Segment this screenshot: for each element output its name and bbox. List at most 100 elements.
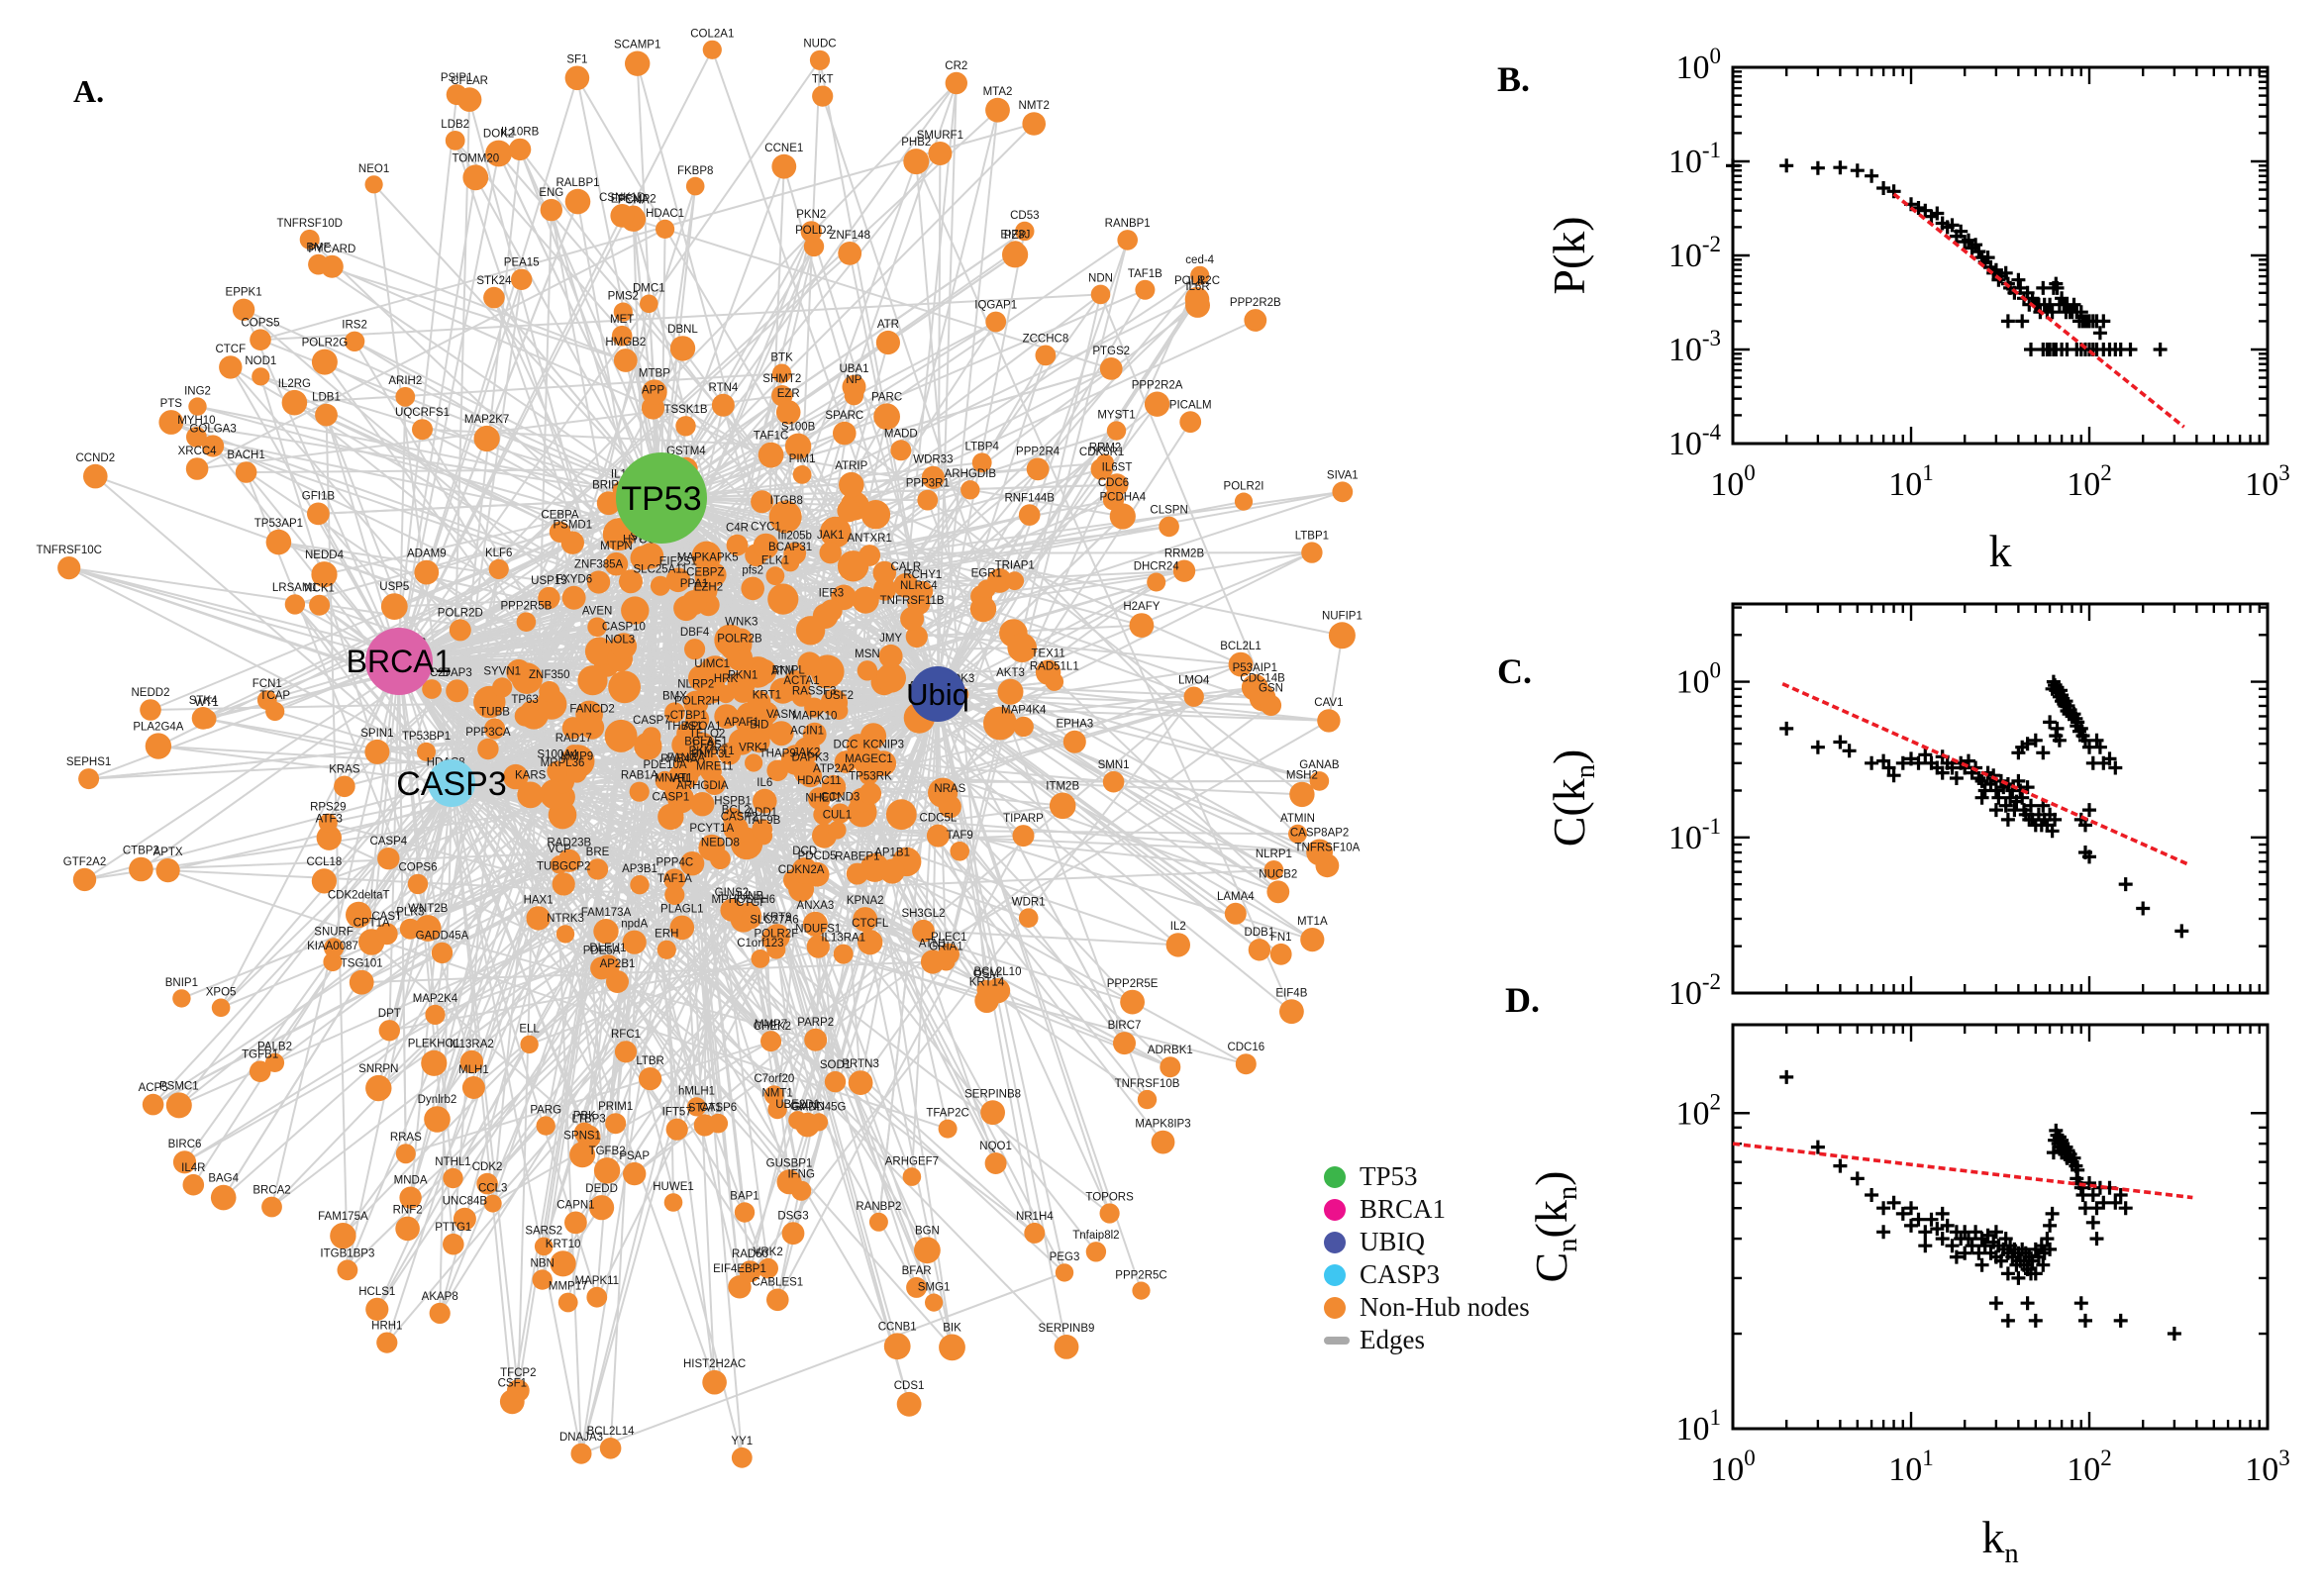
network-node xyxy=(1190,265,1210,285)
network-node-label: P53AIP1 xyxy=(1233,662,1277,674)
network-node xyxy=(875,330,901,355)
network-node-label: CTCFL xyxy=(852,918,889,930)
network-node xyxy=(1260,694,1282,717)
network-node-label: CEBPA xyxy=(541,510,578,522)
network-node xyxy=(1144,391,1170,417)
network-node-label: TUBGCP2 xyxy=(537,860,590,872)
network-node xyxy=(655,770,675,791)
network-node-label: EPPK1 xyxy=(226,287,262,299)
network-node-label: SPNS1 xyxy=(563,1130,601,1142)
network-node xyxy=(1279,999,1304,1025)
network-node xyxy=(399,918,421,940)
network-node xyxy=(731,1446,753,1468)
network-node-label: IER3 xyxy=(819,588,845,600)
network-node-label: DSG3 xyxy=(777,1210,808,1222)
network-node-label: NQO1 xyxy=(979,1141,1012,1152)
network-node xyxy=(853,907,878,933)
network-node-label: PBK xyxy=(573,1111,596,1123)
network-node-label: RANBP1 xyxy=(1105,218,1151,230)
network-node-label: CCL18 xyxy=(306,856,342,868)
network-node-label: SCAMP1 xyxy=(614,40,660,51)
network-node xyxy=(1309,771,1330,791)
network-node xyxy=(1022,112,1046,136)
network-node xyxy=(858,545,881,566)
network-node-label: BNIP1 xyxy=(165,977,198,989)
network-node-label: ITGB1BP3 xyxy=(320,1247,374,1259)
network-node xyxy=(800,221,822,243)
network-node-label: EGR1 xyxy=(971,568,1002,580)
network-node-label: FKBP8 xyxy=(677,165,713,177)
network-node-label: NTHL1 xyxy=(435,1156,470,1168)
network-node xyxy=(945,71,967,95)
network-node-label: TAF1B xyxy=(1128,268,1162,280)
network-node-label: POLR2I xyxy=(1224,481,1264,493)
network-node-label: IFNG xyxy=(787,1169,815,1181)
network-node-label: NLRC4 xyxy=(900,580,938,592)
network-node xyxy=(83,463,108,489)
network-node-label: NHEJ1 xyxy=(805,792,841,804)
network-node-label: CTBP2 xyxy=(123,846,159,857)
network-node xyxy=(399,1186,422,1209)
network-node-label: BACH1 xyxy=(227,449,264,461)
network-node-label: LTBP3 xyxy=(571,1114,605,1126)
network-node-label: KRT14 xyxy=(969,977,1005,989)
network-node xyxy=(377,848,400,870)
node-dot-icon xyxy=(1324,1296,1346,1319)
network-node-label: DDB1 xyxy=(1245,927,1275,939)
network-node xyxy=(920,949,946,974)
network-node-label: RAD23B xyxy=(547,838,591,849)
network-node-label: TKT xyxy=(812,74,834,86)
tick-label: 10-4 xyxy=(1668,420,1722,462)
network-node xyxy=(806,935,830,958)
network-node xyxy=(407,873,429,895)
network-node xyxy=(422,679,442,699)
network-node xyxy=(318,813,338,833)
legend-label: Non-Hub nodes xyxy=(1360,1292,1530,1322)
network-node xyxy=(870,750,897,776)
network-node-label: ADAM9 xyxy=(407,549,447,560)
network-node-label: SNRPN xyxy=(358,1063,398,1075)
network-node-label: CDC6 xyxy=(1098,477,1129,489)
network-node-label: BAP1 xyxy=(730,1190,758,1202)
network-node xyxy=(977,579,996,599)
network-node-label: BCAP31 xyxy=(768,542,812,553)
network-node-label: C7orf20 xyxy=(754,1073,794,1085)
network-node-label: SPIN1 xyxy=(360,728,393,740)
network-node xyxy=(57,556,81,580)
network-node xyxy=(417,742,436,761)
network-node-label: NDUFS1 xyxy=(795,924,841,936)
network-node-label: SERPINB8 xyxy=(964,1088,1021,1100)
network-node-label: NBN xyxy=(531,1257,555,1269)
network-node-label: Ifi205b xyxy=(777,531,812,543)
network-node xyxy=(938,795,961,819)
network-node-label: WNK3 xyxy=(725,616,758,628)
network-node xyxy=(868,1212,888,1232)
network-node-label: hMLH1 xyxy=(678,1085,715,1097)
network-node xyxy=(614,1041,638,1063)
network-node xyxy=(771,363,792,383)
network-node-label: NUFIP1 xyxy=(1322,610,1363,622)
network-node-label: MSH2 xyxy=(1286,770,1318,782)
network-node-label: KRT1 xyxy=(753,690,781,702)
network-node xyxy=(751,949,770,968)
network-node-label: RABEP1 xyxy=(835,851,879,863)
network-node-label: RANBP2 xyxy=(856,1201,901,1213)
network-node xyxy=(767,1099,787,1120)
network-node xyxy=(804,697,825,718)
network-node-label: JAK1 xyxy=(817,530,845,542)
network-node-label: SLC27A6 xyxy=(750,915,798,927)
network-node-label: S100B xyxy=(781,422,816,434)
network-node xyxy=(473,425,500,452)
network-node xyxy=(1005,571,1025,591)
network-node-label: PARC xyxy=(871,391,902,403)
network-node-label: PSAP xyxy=(619,1150,650,1162)
network-node-label: NCK1 xyxy=(304,583,335,595)
network-node-label: TFCP2 xyxy=(500,1367,536,1379)
network-node-label: LTBP4 xyxy=(965,441,1000,452)
network-node xyxy=(145,733,172,759)
network-node-label: TIPARP xyxy=(1003,813,1044,825)
network-node xyxy=(560,531,584,554)
network-node-label: NEO1 xyxy=(358,163,389,175)
axis-ticks xyxy=(1731,604,2270,995)
